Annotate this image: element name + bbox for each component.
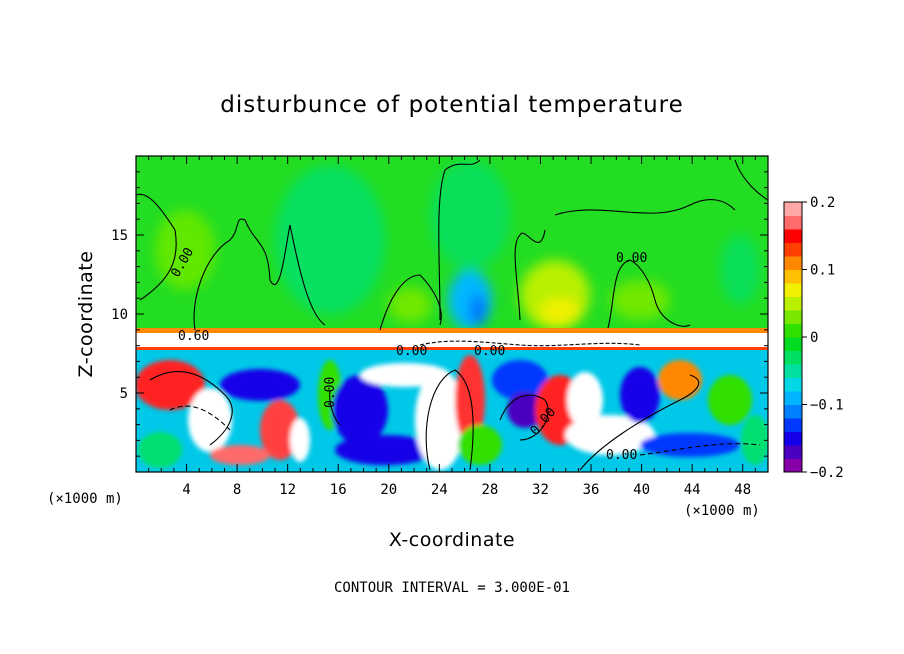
x-tick-label: 48 — [734, 482, 751, 498]
contour-lines — [136, 159, 768, 471]
colorbar-tick-label: 0.2 — [810, 195, 835, 211]
colorbar-segment — [784, 202, 802, 216]
colorbar-segment — [784, 458, 802, 473]
colorbar-segment — [784, 256, 802, 270]
x-tick-label: 16 — [330, 482, 347, 498]
colorbar-segment — [784, 445, 802, 459]
lower-anomalies — [136, 355, 768, 470]
y-tick-label: 5 — [120, 386, 128, 402]
colorbar-tick-label: −0.2 — [810, 465, 844, 481]
colorbar-segment — [784, 269, 802, 284]
colorbar-tick-label: 0.1 — [810, 263, 835, 279]
colorbar-segment — [784, 364, 802, 378]
x-tick-label: 20 — [380, 482, 397, 498]
y-axis: 5 10 15 — [111, 171, 768, 457]
y-tick-label: 15 — [111, 228, 128, 244]
colorbar-segment — [784, 242, 802, 257]
colorbar-tick-label: 0 — [810, 330, 818, 346]
contour-label: 0.60 — [178, 329, 209, 344]
chart-title: disturbunce of potential temperature — [220, 92, 684, 118]
contour-interval-note: CONTOUR INTERVAL = 3.000E-01 — [334, 580, 570, 596]
colorbar-segment — [784, 283, 802, 297]
x-unit-left: (×1000 m) — [47, 491, 123, 507]
x-unit-right: (×1000 m) — [684, 503, 760, 519]
colorbar-segment — [784, 391, 802, 405]
contour-label: 0.00 — [323, 377, 338, 408]
x-tick-label: 28 — [481, 482, 498, 498]
y-tick-label: 10 — [111, 307, 128, 323]
colorbar-segment — [784, 337, 802, 351]
contour-label: 0.00 — [616, 251, 647, 266]
x-tick-label: 32 — [532, 482, 549, 498]
colorbar-tick-label: −0.1 — [810, 398, 844, 414]
contour-label: 0.00 — [396, 344, 427, 359]
contour-label: 0.00 — [606, 448, 637, 463]
plot-area — [136, 156, 768, 472]
colorbar: 0.2 0.1 0 −0.1 −0.2 — [783, 195, 844, 481]
colorbar-segment — [784, 310, 802, 324]
colorbar-segment — [784, 296, 802, 311]
x-tick-label: 4 — [182, 482, 190, 498]
colorbar-segment — [784, 418, 802, 432]
x-axis-label: X-coordinate — [389, 529, 515, 551]
colorbar-segment — [784, 215, 802, 230]
x-axis: 4 8 12 16 20 24 28 32 36 40 44 48 — [148, 156, 756, 498]
colorbar-segment — [784, 350, 802, 365]
x-tick-label: 8 — [233, 482, 241, 498]
colorbar-segment — [784, 431, 802, 446]
x-tick-label: 12 — [279, 482, 296, 498]
colorbar-segment — [784, 404, 802, 419]
colorbar-segment — [784, 377, 802, 392]
contour-label: 0.00 — [474, 344, 505, 359]
colorbar-segment — [784, 229, 802, 243]
x-tick-label: 24 — [431, 482, 448, 498]
x-tick-label: 40 — [633, 482, 650, 498]
x-tick-label: 36 — [583, 482, 600, 498]
y-axis-label: Z-coordinate — [75, 251, 97, 378]
colorbar-segment — [784, 323, 802, 338]
x-tick-label: 44 — [684, 482, 701, 498]
